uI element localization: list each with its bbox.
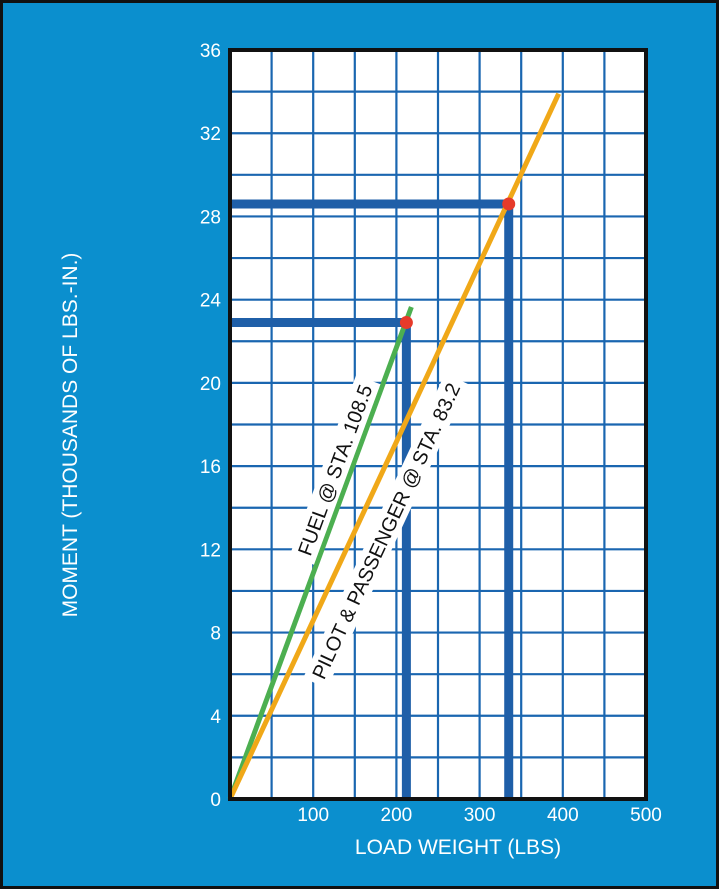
- y-tick-label: 0: [210, 790, 221, 811]
- series-label-bg: [303, 373, 469, 689]
- reading-point: [399, 316, 413, 330]
- x-axis-label: LOAD WEIGHT (LBS): [355, 836, 561, 859]
- series-lines: [227, 92, 561, 801]
- plot-border: [228, 48, 648, 801]
- y-tick-label: 24: [200, 291, 222, 312]
- y-tick-label: 32: [200, 124, 221, 145]
- x-tick-label: 100: [297, 805, 329, 826]
- y-tick-label: 12: [200, 540, 221, 561]
- x-tick-label: 400: [547, 805, 579, 826]
- y-tick-label: 20: [200, 374, 221, 395]
- reading-guides: [230, 199, 514, 799]
- series-line-fuel: [227, 306, 414, 800]
- x-tick-label: 200: [381, 805, 413, 826]
- x-tick-label: 300: [464, 805, 496, 826]
- x-tick-labels: 100 200 300 400 500: [297, 805, 662, 826]
- y-tick-label: 4: [210, 707, 221, 728]
- y-tick-label: 16: [200, 457, 221, 478]
- y-tick-label: 36: [200, 41, 221, 62]
- grid: [230, 50, 646, 799]
- series-line-pilot-passenger: [227, 92, 561, 801]
- y-tick-labels: 0 4 8 12 16 20 24 28 32 36: [200, 41, 222, 811]
- reading-point: [502, 197, 516, 211]
- series-label-bg: [289, 375, 381, 565]
- x-tick-label: 500: [630, 805, 662, 826]
- reading-points: [399, 197, 516, 330]
- y-axis-label: MOMENT (THOUSANDS OF LBS.-IN.): [59, 253, 82, 618]
- y-tick-label: 28: [200, 207, 221, 228]
- y-tick-label: 8: [210, 624, 221, 645]
